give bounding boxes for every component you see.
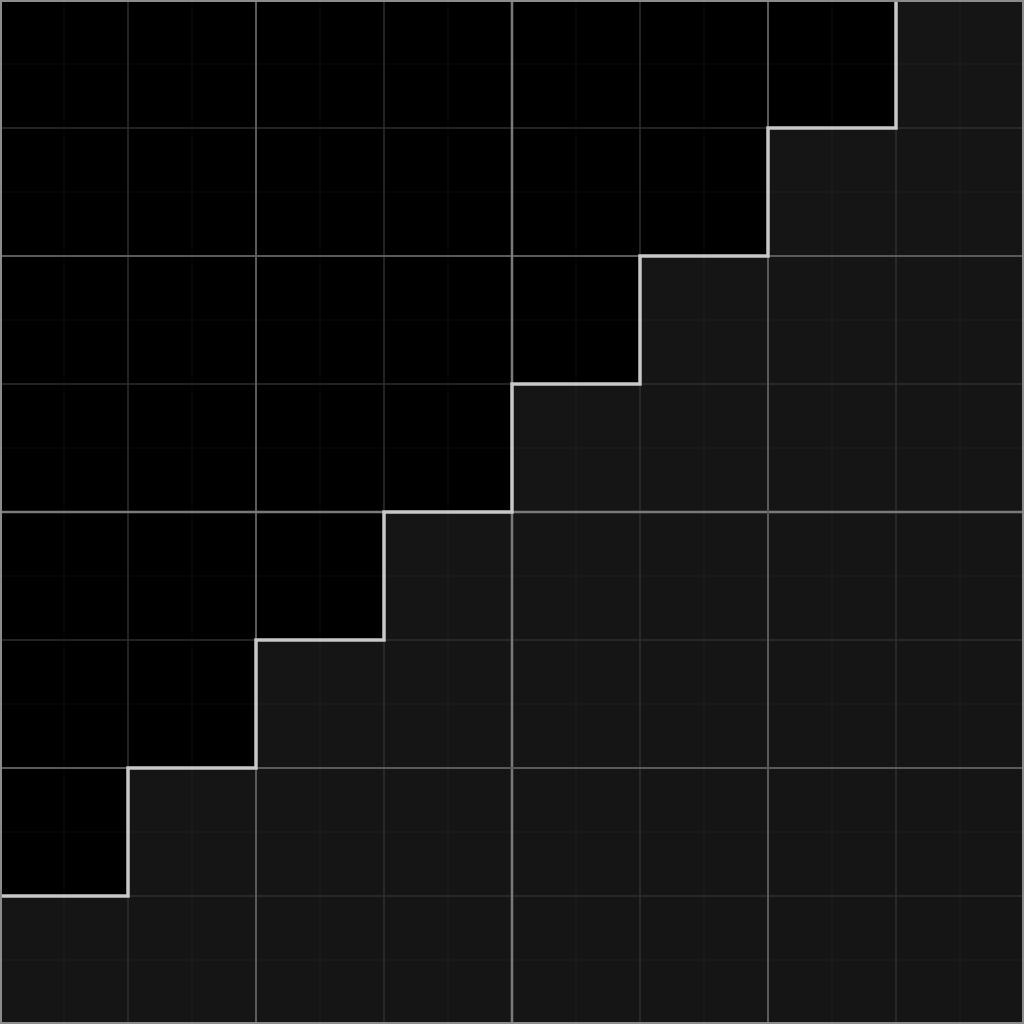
staircase-boundary — [0, 0, 1024, 898]
